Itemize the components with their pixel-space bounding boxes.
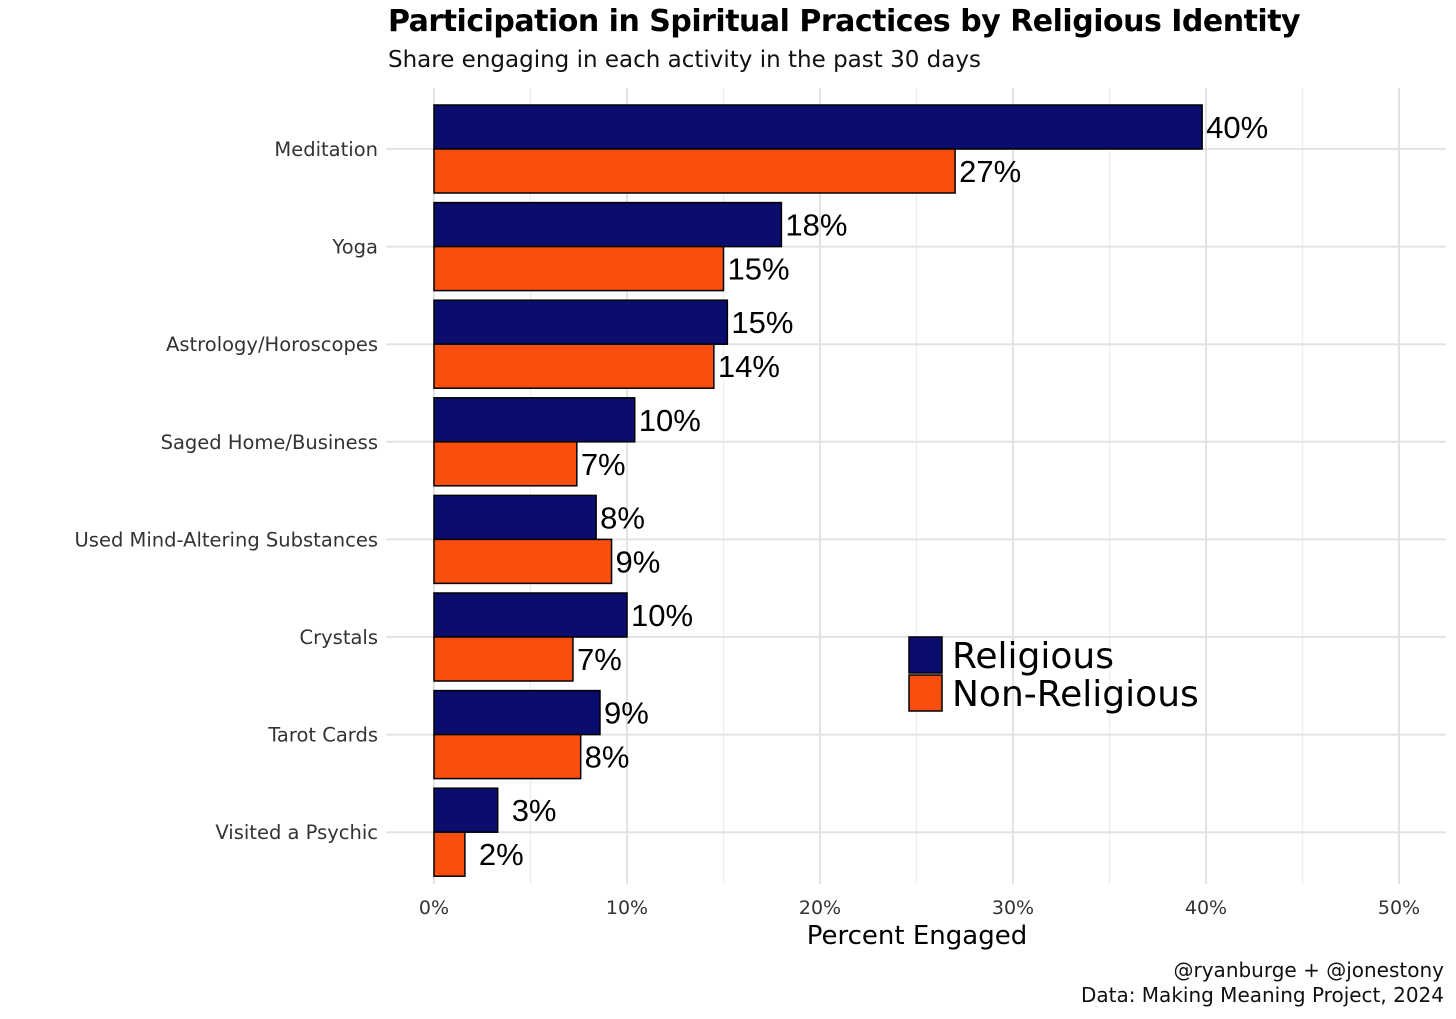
- bar-value-label: 7%: [581, 447, 626, 482]
- bar-religious: [433, 787, 499, 833]
- bar-religious: [433, 299, 729, 345]
- y-axis-labels: Meditation Yoga Astrology/Horoscopes Saged …: [75, 138, 378, 844]
- chart-subtitle: Share engaging in each activity in the p…: [388, 47, 981, 73]
- legend-label: Non-Religious: [952, 674, 1199, 715]
- bar-value-label: 3%: [512, 793, 557, 828]
- bars: [433, 104, 1203, 877]
- bar-non-religious: [433, 636, 574, 682]
- bar-non-religious: [433, 441, 578, 487]
- legend-key-religious: [908, 636, 943, 674]
- bar-non-religious: [433, 831, 466, 877]
- bar-religious: [433, 689, 601, 736]
- bar-value-label: 14%: [718, 349, 780, 384]
- bar-value-label: 9%: [616, 544, 661, 579]
- y-axis-category-label: Tarot Cards: [267, 724, 378, 747]
- bar-religious: [433, 104, 1203, 150]
- y-axis-category-label: Used Mind-Altering Substances: [75, 528, 378, 551]
- x-axis-title: Percent Engaged: [807, 921, 1027, 951]
- x-axis-tick-label: 50%: [1378, 897, 1420, 919]
- bar-religious: [433, 397, 636, 443]
- bar-value-label: 10%: [639, 403, 701, 438]
- bar-value-label: 9%: [604, 696, 649, 731]
- y-axis-category-label: Yoga: [331, 236, 378, 259]
- bar-value-label: 10%: [631, 598, 693, 633]
- x-axis-tick-label: 20%: [799, 897, 841, 919]
- y-axis-category-label: Meditation: [274, 138, 378, 161]
- bar-non-religious: [433, 245, 725, 292]
- chart-title: Participation in Spiritual Practices by …: [388, 4, 1301, 39]
- bar-value-labels: 40% 27% 18% 15% 15% 14% 10% 7% 8% 9% 10% 7% 9% 8% 3% 2%: [479, 110, 1268, 872]
- x-axis-tick-label: 30%: [992, 897, 1034, 919]
- bar-value-label: 7%: [577, 642, 622, 677]
- bar-religious: [433, 494, 597, 541]
- y-axis-category-label: Saged Home/Business: [161, 431, 378, 454]
- x-axis-tick-label: 0%: [419, 897, 449, 919]
- bar-religious: [433, 592, 628, 638]
- legend-key-non-religious: [908, 674, 943, 712]
- legend-label: Religious: [952, 636, 1114, 677]
- bar-value-label: 27%: [959, 154, 1021, 189]
- bar-non-religious: [433, 733, 582, 780]
- bar-non-religious: [433, 343, 715, 389]
- y-axis-category-label: Crystals: [299, 626, 378, 649]
- bar-value-label: 8%: [600, 500, 645, 535]
- bar-non-religious: [433, 538, 613, 585]
- bar-value-label: 2%: [479, 837, 524, 872]
- bar-value-label: 8%: [585, 740, 630, 775]
- bar-religious: [433, 201, 783, 248]
- x-axis-tick-label: 10%: [606, 897, 648, 919]
- bar-value-label: 15%: [731, 305, 793, 340]
- bar-value-label: 40%: [1206, 110, 1268, 145]
- bar-value-label: 18%: [785, 208, 847, 243]
- bar-non-religious: [433, 148, 956, 194]
- y-axis-category-label: Visited a Psychic: [215, 821, 378, 844]
- x-axis-labels: 0% 10% 20% 30% 40% 50%: [419, 897, 1420, 919]
- y-axis-category-label: Astrology/Horoscopes: [166, 333, 378, 356]
- caption-source: Data: Making Meaning Project, 2024: [1080, 983, 1444, 1007]
- x-axis-tick-label: 40%: [1185, 897, 1227, 919]
- bar-value-label: 15%: [728, 252, 790, 287]
- caption-credit: @ryanburge + @jonestony: [1173, 958, 1445, 982]
